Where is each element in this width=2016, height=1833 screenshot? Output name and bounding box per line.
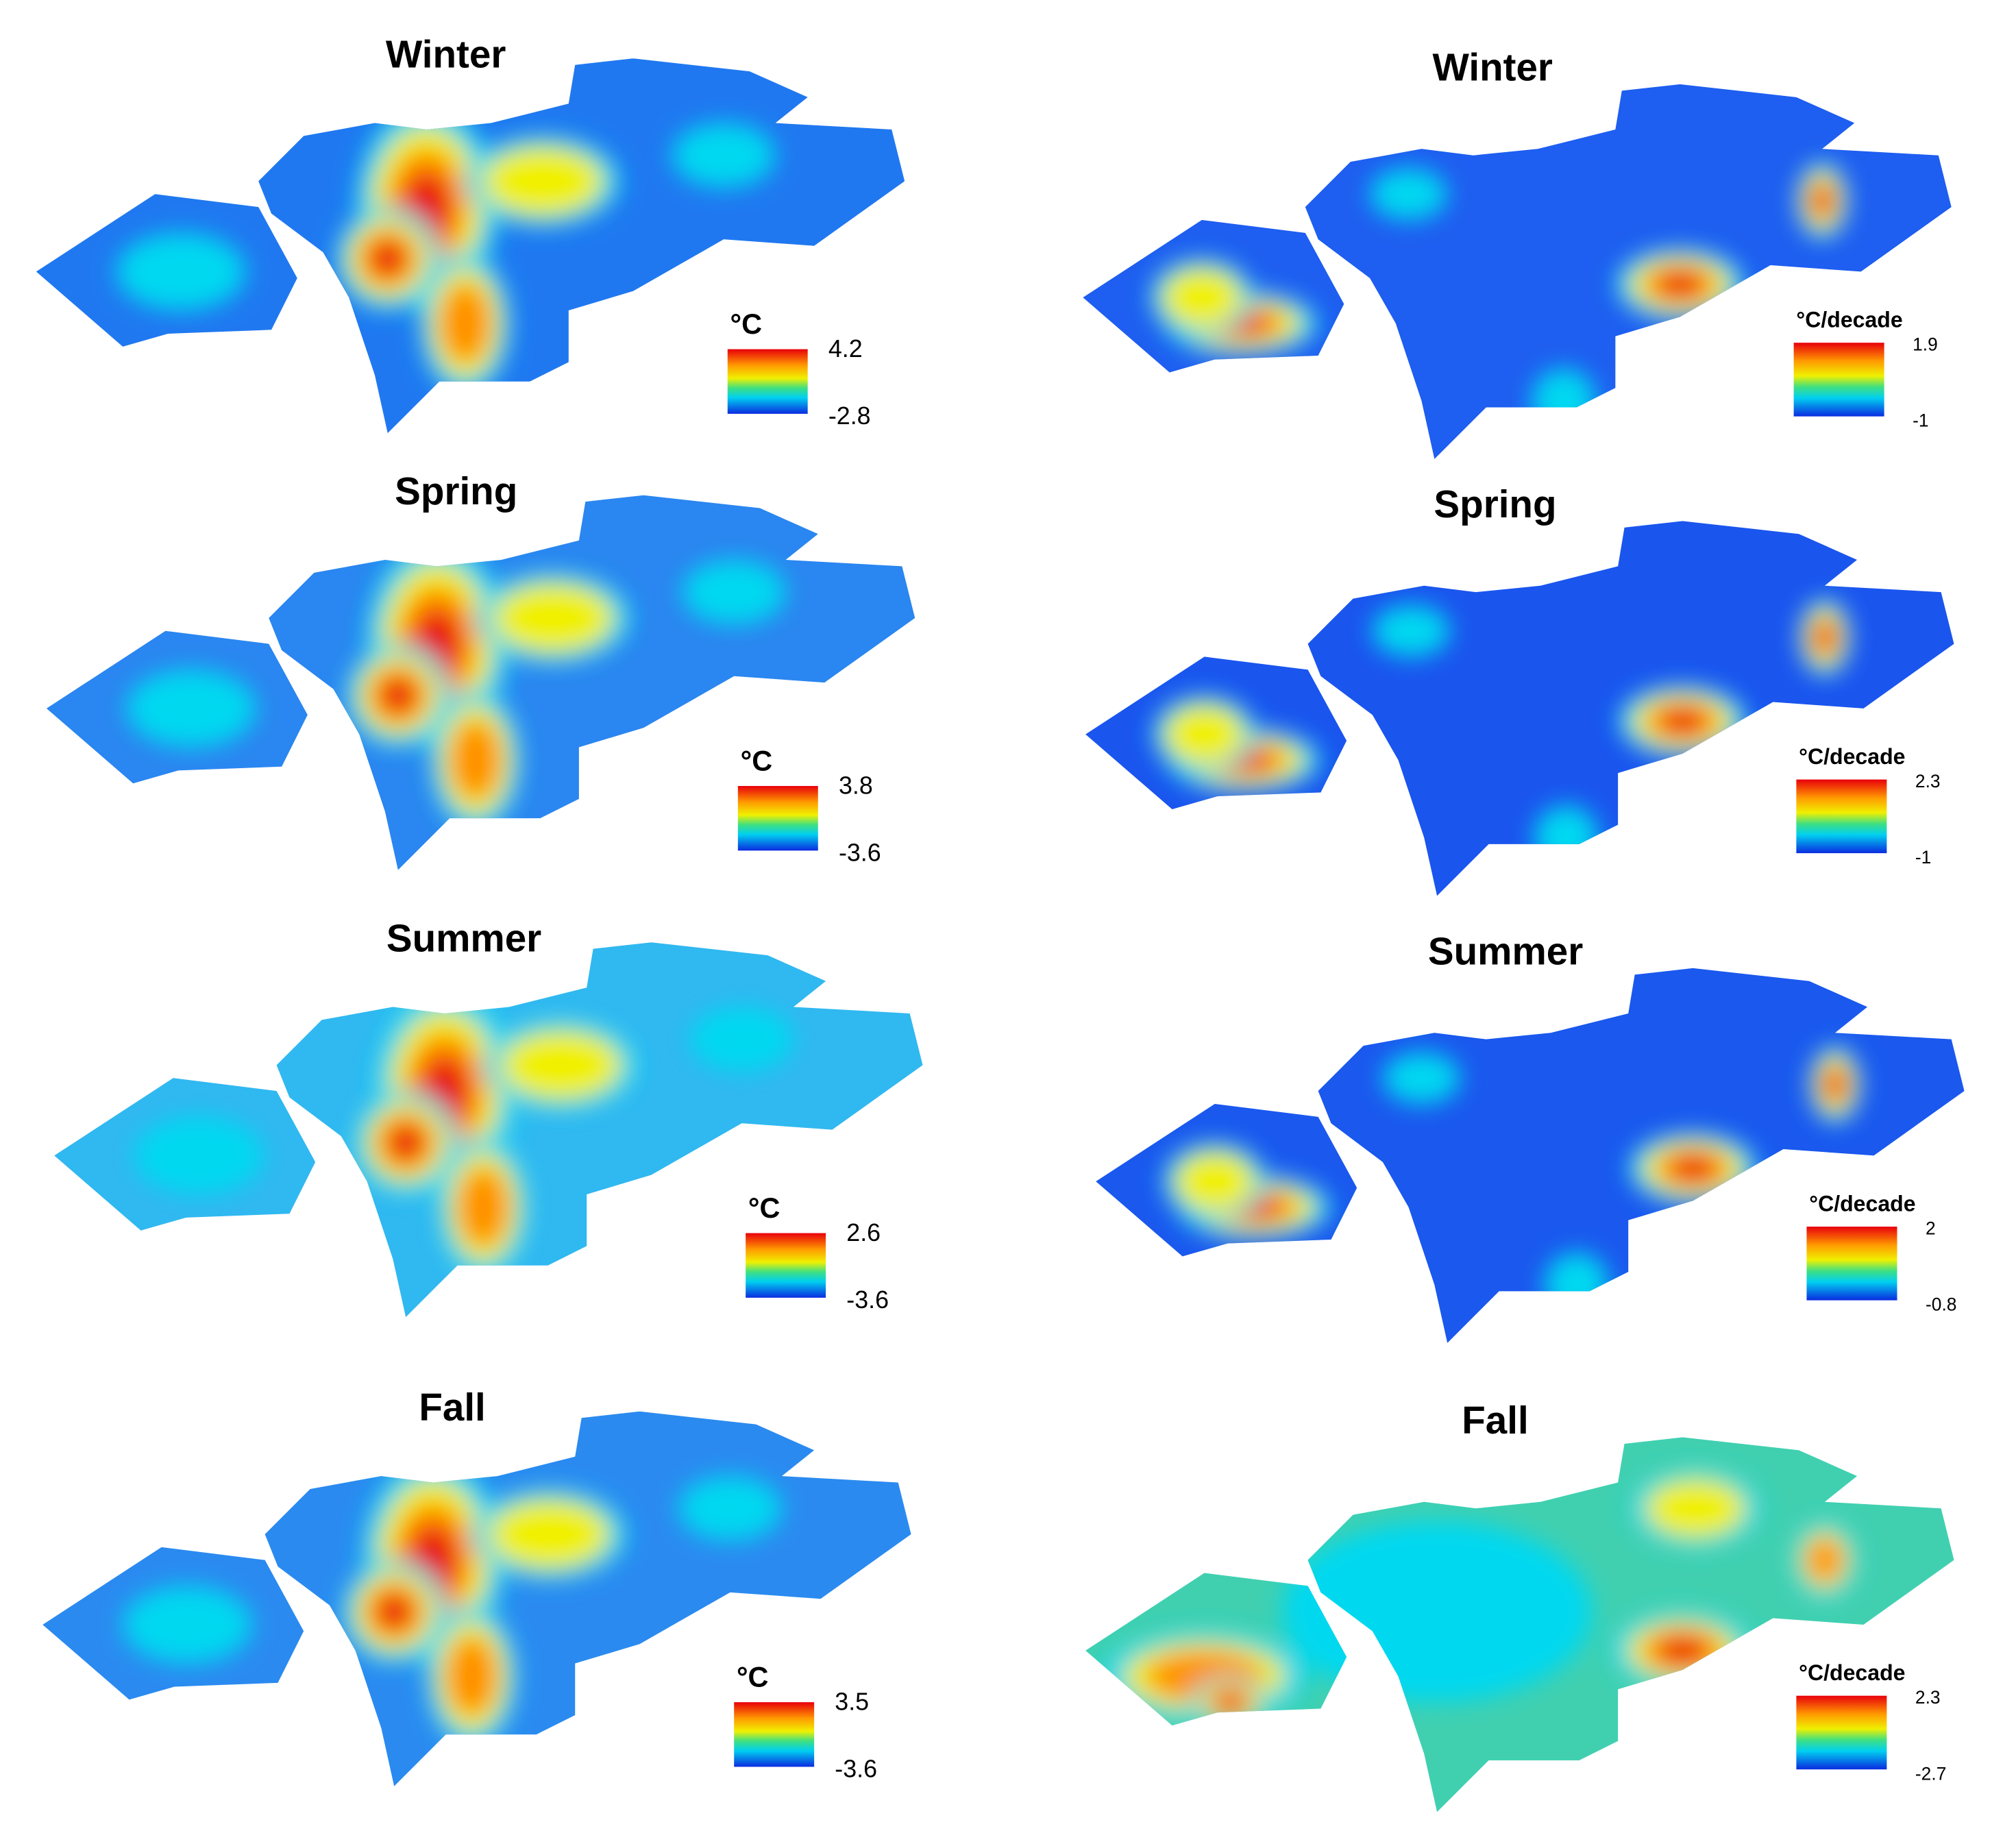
map-patch bbox=[380, 678, 416, 713]
map-field bbox=[123, 1456, 782, 1748]
map-patch bbox=[1544, 1252, 1609, 1318]
map-patch bbox=[1660, 709, 1705, 734]
map-patch bbox=[123, 1586, 252, 1664]
panel: Spring °C/decade 2.3 -1 bbox=[1085, 482, 1954, 896]
map-patch bbox=[500, 1029, 622, 1100]
map-patch bbox=[376, 1594, 412, 1629]
map-patch bbox=[1813, 187, 1831, 214]
panel: Winter °C 4.2 -2.8 bbox=[36, 32, 905, 434]
map-patch bbox=[1645, 1478, 1746, 1539]
map-patch bbox=[690, 1007, 794, 1072]
colorbar bbox=[1806, 1227, 1897, 1301]
map-field bbox=[126, 540, 786, 832]
map-patch bbox=[1382, 1052, 1461, 1104]
map-patch bbox=[439, 283, 491, 363]
map-field bbox=[1163, 1046, 1861, 1318]
map-patch bbox=[1806, 1538, 1843, 1582]
colorbar bbox=[1793, 343, 1884, 417]
map-patch bbox=[1281, 1521, 1593, 1703]
map-patch bbox=[116, 232, 246, 311]
legend-unit: °C/decade bbox=[1799, 744, 1905, 769]
map-patch bbox=[1372, 604, 1450, 657]
panel: Summer °C 2.6 -3.6 bbox=[54, 916, 923, 1318]
map-patch bbox=[682, 559, 786, 625]
map-patch bbox=[1161, 267, 1242, 328]
legend-unit: °C/decade bbox=[1796, 308, 1902, 332]
map-patch bbox=[1671, 1156, 1715, 1181]
panel-title: Summer bbox=[1428, 929, 1583, 972]
panel-title: Spring bbox=[395, 469, 517, 513]
legend-max: 3.5 bbox=[835, 1688, 869, 1715]
legend-min: -0.8 bbox=[1926, 1294, 1956, 1315]
legend-min: -3.6 bbox=[846, 1286, 889, 1314]
legend-min: -1 bbox=[1913, 410, 1928, 431]
map-patch bbox=[1370, 168, 1448, 221]
legend-min: -2.8 bbox=[828, 402, 871, 430]
legend-max: 1.9 bbox=[1913, 334, 1938, 354]
legend-max: 3.8 bbox=[839, 772, 873, 799]
panel: Fall °C 3.5 -3.6 bbox=[42, 1386, 911, 1786]
map-patch bbox=[458, 1167, 509, 1247]
panel: Winter °C/decade 1.9 -1 bbox=[1083, 45, 1952, 459]
legend-min: -2.7 bbox=[1915, 1763, 1946, 1784]
map-patch bbox=[1217, 1693, 1244, 1711]
map-patch bbox=[134, 1116, 264, 1194]
map-field bbox=[1101, 1469, 1858, 1728]
map-patch bbox=[678, 1476, 782, 1541]
map-patch bbox=[1531, 368, 1597, 434]
panel-title: Winter bbox=[386, 32, 506, 75]
map-patch bbox=[1658, 1637, 1707, 1664]
panel-title: Summer bbox=[386, 916, 541, 959]
map-field bbox=[116, 103, 776, 395]
legend-max: 2.6 bbox=[846, 1219, 881, 1246]
map-patch bbox=[1658, 272, 1702, 297]
map-patch bbox=[388, 1124, 423, 1161]
legend-unit: °C bbox=[741, 744, 773, 776]
legend-max: 2 bbox=[1926, 1218, 1936, 1238]
legend-min: -3.6 bbox=[839, 839, 881, 866]
map-patch bbox=[482, 145, 604, 217]
legend-max: 2.3 bbox=[1915, 1687, 1941, 1708]
panel: Fall °C/decade 2.3 -2.7 bbox=[1085, 1399, 1954, 1812]
panel-title: Spring bbox=[1434, 482, 1556, 526]
map-patch bbox=[1826, 1071, 1844, 1098]
map-patch bbox=[672, 123, 776, 188]
legend-max: 2.3 bbox=[1915, 771, 1941, 791]
colorbar bbox=[746, 1233, 826, 1298]
colorbar bbox=[737, 786, 818, 851]
map-patch bbox=[1534, 805, 1599, 870]
panel: Summer °C/decade 2 -0.8 bbox=[1096, 929, 1965, 1343]
legend-unit: °C/decade bbox=[1809, 1191, 1915, 1216]
panel: Spring °C 3.8 -3.6 bbox=[46, 469, 915, 870]
colorbar bbox=[1796, 779, 1887, 854]
legend-unit: °C bbox=[737, 1660, 769, 1693]
legend-unit: °C bbox=[730, 308, 763, 340]
colorbar bbox=[1796, 1695, 1887, 1770]
map-patch bbox=[126, 669, 256, 748]
map-patch bbox=[1174, 1151, 1255, 1212]
legend-unit: °C/decade bbox=[1799, 1660, 1905, 1685]
map-patch bbox=[489, 1499, 610, 1570]
legend-min: -1 bbox=[1915, 847, 1931, 868]
map-field bbox=[134, 987, 794, 1279]
map-patch bbox=[450, 720, 501, 800]
legend-unit: °C bbox=[748, 1192, 780, 1224]
map-patch bbox=[370, 241, 406, 277]
legend-max: 4.2 bbox=[828, 335, 863, 362]
map-patch bbox=[492, 582, 614, 654]
panel-title: Winter bbox=[1432, 45, 1552, 88]
legend-min: -3.6 bbox=[835, 1756, 877, 1783]
map-patch bbox=[1816, 624, 1834, 651]
panel-title: Fall bbox=[1462, 1399, 1528, 1442]
colorbar bbox=[727, 349, 808, 414]
map-patch bbox=[1164, 704, 1245, 765]
panel-title: Fall bbox=[419, 1386, 485, 1429]
map-patch bbox=[446, 1636, 497, 1717]
colorbar bbox=[734, 1702, 815, 1767]
